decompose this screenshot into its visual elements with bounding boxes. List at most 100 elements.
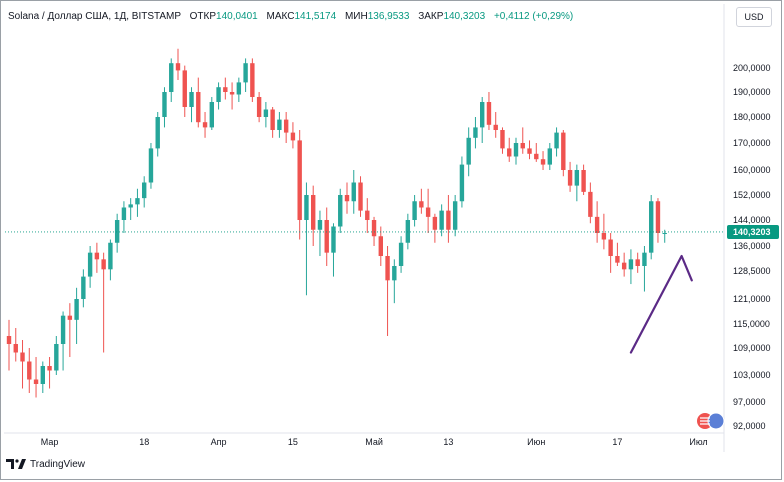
candle-body (419, 201, 424, 208)
tradingview-brand: TradingView (30, 458, 86, 470)
candle-body (223, 87, 228, 92)
candle-body (6, 336, 12, 344)
candle-body (297, 140, 302, 220)
x-tick-label: Мар (41, 437, 59, 447)
candle-body (67, 315, 73, 320)
candle-body (655, 201, 661, 233)
candle-body (196, 92, 201, 123)
candle-body (277, 119, 282, 130)
currency-button[interactable]: USD (736, 7, 772, 27)
current-price-tag-label: 140,3203 (733, 227, 771, 237)
change-value: +0,4112 (+0,29%) (493, 11, 574, 22)
candle-body (169, 63, 174, 92)
candle-body (452, 201, 458, 230)
candle-body (378, 236, 383, 256)
y-tick-label: 109,0000 (733, 343, 771, 353)
candle-body (358, 182, 363, 211)
candle-body (13, 344, 18, 353)
x-tick-label: 13 (443, 437, 453, 447)
candle-body (189, 92, 194, 107)
candle-body (405, 220, 411, 243)
candle-body (216, 87, 221, 102)
candle-body (108, 242, 113, 270)
candle-body (398, 242, 404, 266)
candle-body (128, 204, 133, 208)
candle-body (500, 130, 505, 149)
close-label: ЗАКР (418, 11, 444, 22)
annotation-arrow (629, 254, 693, 354)
candle-body (243, 63, 248, 83)
candle-body (283, 119, 289, 133)
candle-body (256, 97, 262, 117)
chart-header: Solana / Доллар США, 1Д, BITSTAMP ОТКР 14… (8, 11, 573, 22)
candle-body (615, 256, 620, 263)
symbol-title[interactable]: Solana / Доллар США, 1Д, BITSTAMP (8, 11, 181, 22)
candles-layer (6, 48, 667, 398)
x-axis[interactable]: Мар 18 Апр 15 Май 13 Июн 17 Июл (41, 437, 708, 447)
candle-body (263, 109, 269, 117)
high-value: 141,5174 (294, 11, 337, 22)
candle-body (520, 143, 525, 149)
candle-body (114, 220, 120, 243)
candle-body (155, 117, 160, 149)
candle-body (94, 252, 100, 260)
high-label: МАКС (266, 11, 295, 22)
candle-body (540, 159, 546, 165)
candle-body (567, 170, 573, 186)
open-label: ОТКР (189, 11, 217, 22)
candle-body (290, 132, 296, 141)
candle-body (425, 207, 431, 217)
candle-body (459, 164, 465, 202)
candle-body (649, 201, 654, 253)
candle-body (270, 109, 275, 130)
candle-body (432, 216, 438, 230)
candle-body (588, 191, 593, 217)
candle-body (338, 195, 343, 227)
x-tick-label: 17 (612, 437, 622, 447)
candle-body (628, 259, 634, 270)
candle-body (209, 102, 214, 128)
candle-body (250, 63, 255, 97)
candle-body (229, 92, 235, 95)
candle-body (202, 122, 208, 128)
x-tick-label: Июн (527, 437, 545, 447)
y-tick-label: 180,0000 (733, 112, 771, 122)
candle-body (385, 256, 390, 281)
candle-body (40, 366, 45, 384)
candle-body (534, 153, 539, 160)
low-label: МИН (344, 11, 368, 22)
candle-body (331, 226, 336, 253)
y-tick-label: 200,0000 (733, 63, 771, 73)
flag-icon[interactable] (697, 412, 725, 430)
candle-body (480, 102, 485, 128)
candle-body (344, 195, 350, 202)
candle-body (507, 148, 512, 157)
candle-body (74, 299, 79, 320)
current-price-marker: 140,3203 (5, 224, 779, 239)
y-tick-label: 103,0000 (733, 370, 771, 380)
candle-body (561, 132, 566, 170)
y-tick-label: 115,0000 (733, 319, 770, 329)
candle-body (513, 143, 519, 157)
candle-body (324, 220, 329, 253)
y-axis[interactable]: 200,0000 190,0000 180,0000 170,0000 160,0000… (733, 63, 771, 431)
tradingview-footer[interactable]: TradingView (6, 458, 85, 470)
candle-body (554, 132, 559, 149)
candle-body (317, 220, 323, 230)
current-price-tag (727, 224, 779, 239)
candle-body (162, 92, 167, 117)
candle-body (87, 252, 93, 277)
candle-body (662, 233, 667, 234)
candle-body (81, 276, 86, 299)
x-tick-label: Июл (689, 437, 707, 447)
candle-body (27, 361, 32, 380)
candle-body (371, 220, 377, 237)
y-tick-label: 97,0000 (733, 397, 766, 407)
candle-body (635, 259, 640, 266)
close-value: 140,3203 (443, 11, 486, 22)
x-tick-label: Май (365, 437, 383, 447)
candle-body (439, 210, 444, 230)
y-tick-label: 160,0000 (733, 165, 771, 175)
